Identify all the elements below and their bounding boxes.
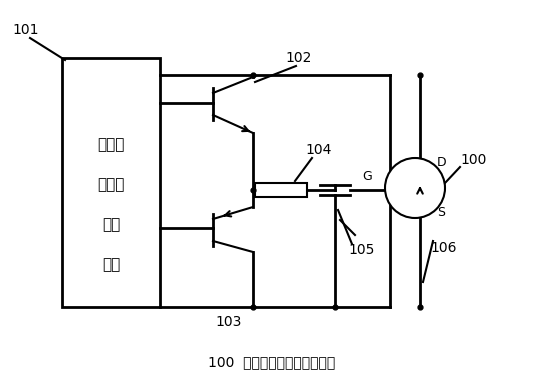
Text: スイッ: スイッ xyxy=(97,138,125,152)
Text: 回路: 回路 xyxy=(102,258,120,272)
Bar xyxy=(255,183,307,197)
Text: 102: 102 xyxy=(285,51,311,65)
Text: D: D xyxy=(437,157,447,169)
Bar xyxy=(62,58,160,307)
Text: 100  ゲート駆動型半導体素子: 100 ゲート駆動型半導体素子 xyxy=(209,355,336,369)
Text: 制御: 制御 xyxy=(102,217,120,233)
Circle shape xyxy=(385,158,445,218)
Text: G: G xyxy=(362,169,372,182)
Text: 101: 101 xyxy=(12,23,39,37)
Text: 106: 106 xyxy=(430,241,457,255)
Text: 103: 103 xyxy=(215,315,242,329)
Text: 104: 104 xyxy=(305,143,331,157)
Text: S: S xyxy=(437,206,445,220)
Text: チング: チング xyxy=(97,177,125,193)
Text: 105: 105 xyxy=(348,243,374,257)
Text: 100: 100 xyxy=(460,153,487,167)
